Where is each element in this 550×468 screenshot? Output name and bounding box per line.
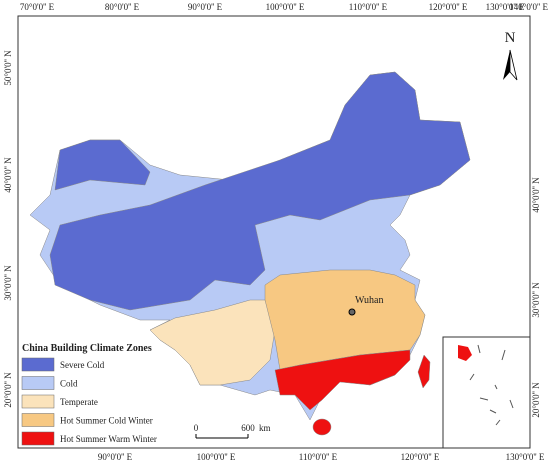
zone-hot-summer-cold-winter [264,269,426,371]
inset-frame [442,336,531,449]
top-label: 70°0'0'' E [20,2,55,12]
city-label: Wuhan [355,295,383,306]
zone-severe-cold-nw [54,139,151,191]
climate-zones [29,71,471,436]
zone-temperate [149,299,276,386]
north-arrow [509,49,518,81]
north-label: N [505,30,516,46]
left-label: 20°0'0'' N [3,372,13,408]
right-label: 30°0'0'' N [531,282,541,318]
scale-end: 600 [241,423,255,433]
left-label: 30°0'0'' N [3,265,13,301]
top-label: 80°0'0'' E [105,2,140,12]
inset-coast [458,345,472,361]
inset-islands [469,344,514,426]
top-label: 100°0'0'' E [266,2,305,12]
legend-title: China Building Climate Zones [22,343,152,354]
zone-severe-cold [49,71,471,311]
bottom-label: 100°0'0'' E [197,452,236,462]
bottom-label: 110°0'0'' E [299,452,338,462]
city-marker [348,308,356,316]
bottom-label: 130°0'0'' E [506,452,545,462]
right-label: 20°0'0'' N [531,382,541,418]
top-label: 110°0'0'' E [349,2,388,12]
right-label: 40°0'0'' N [531,177,541,213]
legend-label: Temperate [60,397,98,407]
legend-swatch [21,357,55,372]
bottom-label: 120°0'0'' E [401,452,440,462]
legend-label: Cold [60,379,78,389]
left-label: 50°0'0'' N [3,50,13,86]
left-label: 40°0'0'' N [3,157,13,193]
top-label: 90°0'0'' E [188,2,223,12]
scale-start: 0 [194,423,199,433]
top-label: 130°0'0'' E [486,2,525,12]
scale-unit: km [259,423,271,433]
legend-label: Severe Cold [60,360,105,370]
bottom-label: 90°0'0'' E [98,452,133,462]
legend-label: Hot Summer Warm Winter [60,434,157,444]
legend-swatch [21,376,55,390]
island-hainan [312,418,332,436]
north-arrow [503,50,510,80]
legend-label: Hot Summer Cold Winter [60,416,153,426]
top-label: 140°0'0'' E [509,2,548,12]
inset-map [458,344,514,426]
legend-swatch [21,394,55,409]
top-label: 120°0'0'' E [429,2,468,12]
legend-swatch [21,413,55,427]
zone-hot-summer-warm-winter [274,349,411,411]
island-taiwan [417,354,431,389]
scale-bar: 0 600 km [194,423,271,439]
legend-swatch [21,431,55,446]
